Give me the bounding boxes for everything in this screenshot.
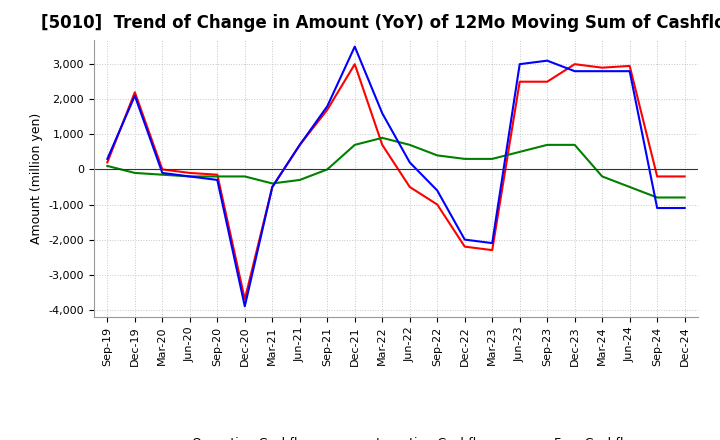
Investing Cashflow	[213, 174, 222, 179]
Free Cashflow	[240, 304, 249, 309]
Investing Cashflow	[158, 172, 166, 177]
Operating Cashflow	[295, 142, 304, 147]
Investing Cashflow	[378, 135, 387, 140]
Free Cashflow	[653, 205, 662, 211]
Investing Cashflow	[240, 174, 249, 179]
Operating Cashflow	[598, 65, 606, 70]
Investing Cashflow	[433, 153, 441, 158]
Free Cashflow	[488, 241, 497, 246]
Operating Cashflow	[653, 174, 662, 179]
Operating Cashflow	[158, 167, 166, 172]
Investing Cashflow	[488, 156, 497, 161]
Investing Cashflow	[680, 195, 689, 200]
Free Cashflow	[158, 170, 166, 176]
Investing Cashflow	[351, 142, 359, 147]
Free Cashflow	[433, 188, 441, 193]
Y-axis label: Amount (million yen): Amount (million yen)	[30, 113, 42, 244]
Free Cashflow	[378, 110, 387, 116]
Investing Cashflow	[186, 174, 194, 179]
Operating Cashflow	[323, 107, 332, 112]
Investing Cashflow	[323, 167, 332, 172]
Free Cashflow	[405, 160, 414, 165]
Investing Cashflow	[598, 174, 606, 179]
Title: [5010]  Trend of Change in Amount (YoY) of 12Mo Moving Sum of Cashflows: [5010] Trend of Change in Amount (YoY) o…	[41, 15, 720, 33]
Operating Cashflow	[268, 184, 276, 190]
Operating Cashflow	[405, 184, 414, 190]
Operating Cashflow	[351, 62, 359, 67]
Line: Investing Cashflow: Investing Cashflow	[107, 138, 685, 198]
Investing Cashflow	[130, 170, 139, 176]
Operating Cashflow	[240, 297, 249, 302]
Legend: Operating Cashflow, Investing Cashflow, Free Cashflow: Operating Cashflow, Investing Cashflow, …	[146, 432, 646, 440]
Operating Cashflow	[488, 247, 497, 253]
Free Cashflow	[268, 184, 276, 190]
Investing Cashflow	[626, 184, 634, 190]
Operating Cashflow	[626, 63, 634, 69]
Free Cashflow	[295, 142, 304, 147]
Line: Operating Cashflow: Operating Cashflow	[107, 64, 685, 299]
Investing Cashflow	[653, 195, 662, 200]
Investing Cashflow	[268, 181, 276, 186]
Free Cashflow	[680, 205, 689, 211]
Free Cashflow	[186, 174, 194, 179]
Free Cashflow	[626, 69, 634, 74]
Operating Cashflow	[103, 160, 112, 165]
Free Cashflow	[130, 93, 139, 99]
Investing Cashflow	[103, 163, 112, 169]
Free Cashflow	[103, 156, 112, 161]
Free Cashflow	[351, 44, 359, 49]
Free Cashflow	[516, 62, 524, 67]
Free Cashflow	[598, 69, 606, 74]
Free Cashflow	[570, 69, 579, 74]
Operating Cashflow	[680, 174, 689, 179]
Operating Cashflow	[460, 244, 469, 249]
Investing Cashflow	[295, 177, 304, 183]
Free Cashflow	[460, 237, 469, 242]
Investing Cashflow	[516, 149, 524, 154]
Operating Cashflow	[213, 172, 222, 177]
Investing Cashflow	[543, 142, 552, 147]
Operating Cashflow	[543, 79, 552, 84]
Investing Cashflow	[405, 142, 414, 147]
Investing Cashflow	[570, 142, 579, 147]
Investing Cashflow	[460, 156, 469, 161]
Line: Free Cashflow: Free Cashflow	[107, 47, 685, 306]
Free Cashflow	[323, 104, 332, 109]
Operating Cashflow	[516, 79, 524, 84]
Operating Cashflow	[186, 170, 194, 176]
Operating Cashflow	[130, 90, 139, 95]
Operating Cashflow	[378, 142, 387, 147]
Free Cashflow	[213, 177, 222, 183]
Operating Cashflow	[570, 62, 579, 67]
Operating Cashflow	[433, 202, 441, 207]
Free Cashflow	[543, 58, 552, 63]
